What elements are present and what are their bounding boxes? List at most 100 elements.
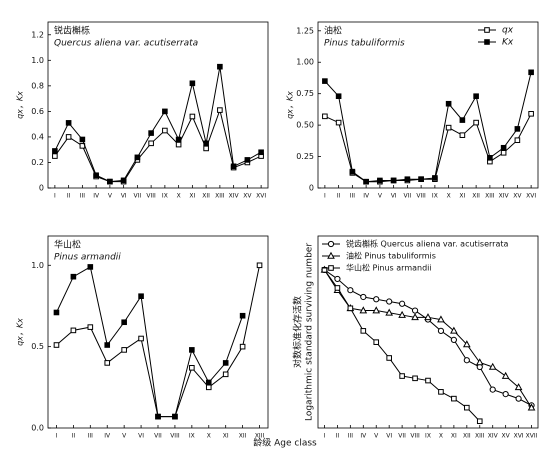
x-axis-label: 龄级 Age class — [253, 437, 317, 449]
point — [258, 149, 264, 156]
point — [334, 285, 341, 291]
point — [450, 326, 458, 334]
point — [148, 130, 154, 136]
point — [462, 340, 471, 348]
point — [53, 309, 60, 316]
x-tick-label: IX — [189, 433, 195, 440]
point — [373, 296, 380, 303]
x-tick-label: X — [447, 193, 451, 200]
x-tick-label: IV — [104, 433, 111, 440]
point — [437, 327, 445, 334]
point — [335, 93, 342, 99]
x-tick-label: VIII — [146, 193, 156, 200]
y-tick-label: 0.50 — [296, 121, 314, 130]
x-tick-label: VI — [121, 193, 127, 200]
y-tick-label: 0.75 — [296, 89, 314, 98]
point — [217, 63, 223, 70]
x-tick-label: IV — [360, 433, 367, 440]
point — [360, 328, 367, 334]
point — [475, 358, 484, 366]
x-tick-label: II — [72, 433, 76, 440]
x-tick-label: X — [207, 433, 211, 440]
x-tick-label: XVI — [514, 433, 524, 440]
point — [349, 168, 356, 175]
point — [500, 144, 507, 151]
point — [217, 107, 223, 113]
x-tick-label: VII — [134, 193, 142, 200]
y-axis-label: Logarithmic standard surviving number — [305, 243, 315, 421]
point — [418, 176, 424, 182]
y-axis-label: qx，Kx — [286, 91, 295, 119]
point — [203, 145, 209, 152]
y-tick-label: 0 — [309, 184, 314, 193]
x-tick-label: I — [56, 433, 58, 440]
point — [501, 371, 510, 379]
point — [347, 305, 354, 312]
x-tick-label: XIII — [485, 193, 495, 200]
point — [502, 391, 509, 398]
series-line — [324, 269, 532, 406]
point — [65, 120, 72, 126]
point — [527, 403, 536, 411]
x-tick-label: V — [122, 433, 127, 440]
x-tick-label: III — [350, 193, 356, 200]
point — [459, 132, 466, 138]
legend-label: 油松 Pinus tabuliformis — [346, 251, 436, 261]
point — [121, 319, 127, 326]
point — [386, 298, 393, 305]
point — [514, 383, 523, 391]
x-tick-label: I — [54, 193, 56, 200]
series-line — [324, 269, 532, 408]
x-tick-label: IV — [93, 193, 100, 200]
point — [322, 78, 328, 84]
point — [70, 273, 77, 280]
x-tick-label: VI — [386, 433, 392, 440]
point — [205, 379, 212, 386]
x-tick-label: XIII — [255, 433, 265, 440]
x-tick-label: XII — [472, 193, 480, 200]
point — [189, 347, 195, 353]
point — [363, 178, 369, 185]
point — [487, 155, 493, 161]
point — [398, 310, 406, 318]
point — [189, 113, 196, 120]
point — [484, 39, 490, 45]
point — [327, 240, 335, 248]
x-tick-label: XV — [243, 193, 252, 200]
point — [488, 362, 497, 370]
point — [438, 389, 444, 395]
x-tick-label: IX — [425, 433, 431, 440]
point — [386, 355, 392, 361]
panel-subtitle: Pinus armandii — [54, 253, 121, 263]
y-tick-label: 1.00 — [296, 58, 314, 67]
point — [489, 386, 496, 393]
plot-frame — [47, 235, 269, 429]
plot-frame — [47, 21, 269, 189]
point — [515, 395, 522, 402]
point — [328, 265, 334, 271]
point — [437, 315, 445, 323]
point — [399, 373, 405, 379]
y-tick-label: 0.5 — [31, 342, 44, 351]
panel: 0.00.51.0I II III IV V VI VII VIII IX X XI XII XIII华… — [16, 235, 269, 440]
point — [334, 275, 341, 283]
point — [360, 293, 367, 301]
point — [205, 384, 212, 391]
point — [70, 327, 77, 334]
panel-title: 华山松 — [54, 239, 81, 251]
point — [359, 306, 368, 314]
x-tick-label: VII — [154, 433, 162, 440]
point — [107, 178, 113, 185]
point — [175, 141, 182, 148]
panel: I II III IV V VI VII VIII IX X XI XII XIII XIV XV XVI XV… — [292, 235, 539, 440]
point — [327, 251, 335, 259]
x-tick-label: II — [337, 193, 341, 200]
point — [175, 136, 182, 143]
x-tick-label: XIII — [475, 433, 485, 440]
point — [335, 119, 342, 126]
point — [322, 113, 328, 120]
point — [445, 124, 452, 131]
point — [65, 134, 72, 140]
point — [155, 413, 161, 420]
legend-label: qx — [502, 26, 514, 36]
